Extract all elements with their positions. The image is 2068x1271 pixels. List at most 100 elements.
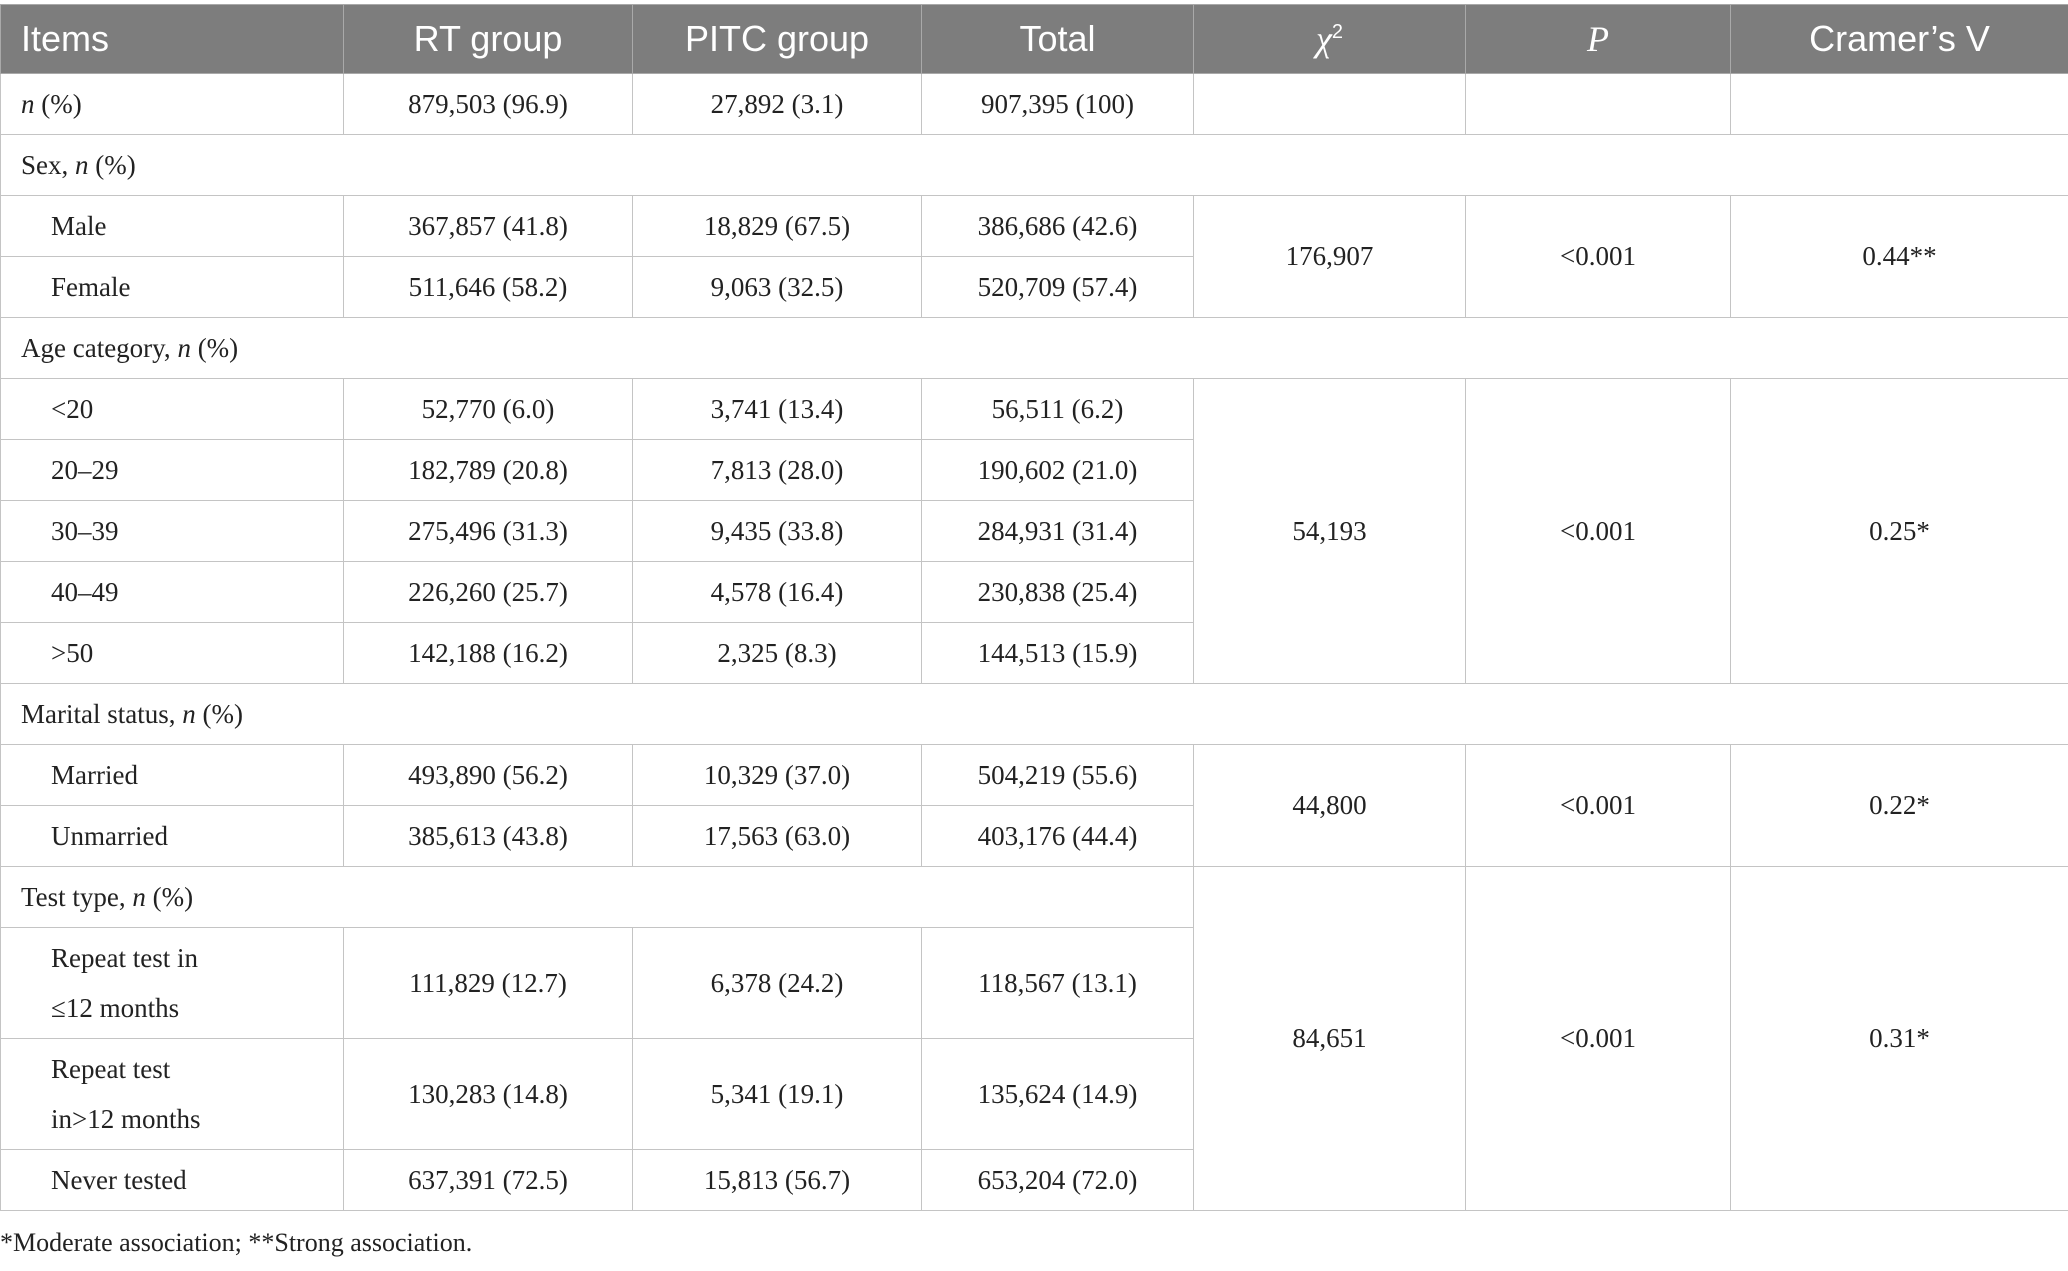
category-row-test: Test type, n (%) 84,651 <0.001 0.31* — [0, 866, 2068, 1211]
table-row: Repeat test in ≤12 months 111,829 (12.7) … — [0, 927, 2068, 1039]
cell-pitc: 3,741 (13.4) — [632, 378, 922, 440]
row-label: Male — [0, 195, 344, 257]
category-label: Age category, n (%) — [0, 317, 2068, 379]
row-label: <20 — [0, 378, 344, 440]
cell-v: 0.44** — [1730, 195, 2068, 318]
cell-pitc: 27,892 (3.1) — [632, 73, 922, 135]
n-italic: n — [75, 149, 89, 180]
table-header: Items RT group PITC group Total χ2 P Cra… — [0, 4, 2068, 74]
category-row-sex: Sex, n (%) — [0, 134, 2068, 196]
cell-pitc: 18,829 (67.5) — [632, 195, 922, 257]
cell-total: 230,838 (25.4) — [921, 561, 1194, 623]
row-label: 40–49 — [0, 561, 344, 623]
cell-p: <0.001 — [1465, 195, 1731, 318]
cell-total: 386,686 (42.6) — [921, 195, 1194, 257]
table-row: Unmarried 385,613 (43.8) 17,563 (63.0) 4… — [0, 805, 2068, 867]
cell-rt: 637,391 (72.5) — [343, 1149, 633, 1211]
category-title: Age category, — [21, 332, 178, 363]
cell-rt: 879,503 (96.9) — [343, 73, 633, 135]
chi-superscript: 2 — [1331, 21, 1343, 43]
cell-pitc: 17,563 (63.0) — [632, 805, 922, 867]
cell-total: 284,931 (31.4) — [921, 500, 1194, 562]
cell-chi2: 176,907 — [1193, 195, 1466, 318]
cell-pitc: 2,325 (8.3) — [632, 622, 922, 684]
header-items: Items — [0, 4, 344, 74]
cell-chi2: 84,651 — [1193, 866, 1466, 1211]
cell-rt: 367,857 (41.8) — [343, 195, 633, 257]
cell-total: 907,395 (100) — [921, 73, 1194, 135]
row-label: >50 — [0, 622, 344, 684]
cell-rt: 226,260 (25.7) — [343, 561, 633, 623]
row-label: Repeat test in>12 months — [0, 1038, 344, 1150]
header-row: Items RT group PITC group Total χ2 P Cra… — [0, 4, 2068, 74]
table-container: Items RT group PITC group Total χ2 P Cra… — [0, 4, 2068, 1211]
header-cramers-v: Cramer’s V — [1730, 4, 2068, 74]
cell-total: 190,602 (21.0) — [921, 439, 1194, 501]
cell-rt: 52,770 (6.0) — [343, 378, 633, 440]
cell-total: 56,511 (6.2) — [921, 378, 1194, 440]
cell-total: 504,219 (55.6) — [921, 744, 1194, 806]
cell-rt: 142,188 (16.2) — [343, 622, 633, 684]
cell-total: 653,204 (72.0) — [921, 1149, 1194, 1211]
cell-pitc: 6,378 (24.2) — [632, 927, 922, 1039]
cell-rt: 511,646 (58.2) — [343, 256, 633, 318]
n-italic: n — [132, 881, 146, 912]
category-title: Marital status, — [21, 698, 183, 729]
cell-p — [1465, 73, 1731, 135]
table-row: n (%) 879,503 (96.9) 27,892 (3.1) 907,39… — [0, 73, 2068, 135]
row-label-line2: in>12 months — [51, 1104, 201, 1134]
category-label: Test type, n (%) — [0, 866, 1194, 928]
p-symbol: P — [1587, 19, 1609, 59]
category-label: Sex, n (%) — [0, 134, 2068, 196]
cell-p: <0.001 — [1465, 866, 1731, 1211]
table-body: n (%) 879,503 (96.9) 27,892 (3.1) 907,39… — [0, 73, 2068, 1211]
cell-rt: 493,890 (56.2) — [343, 744, 633, 806]
category-suffix: (%) — [195, 698, 243, 729]
header-pitc-group: PITC group — [632, 4, 922, 74]
category-row-age: Age category, n (%) — [0, 317, 2068, 379]
cell-p: <0.001 — [1465, 378, 1731, 684]
table-row: 40–49 226,260 (25.7) 4,578 (16.4) 230,83… — [0, 561, 2068, 623]
header-p: P — [1465, 4, 1731, 74]
cell-pitc: 9,063 (32.5) — [632, 256, 922, 318]
cell-v: 0.25* — [1730, 378, 2068, 684]
cell-chi2: 54,193 — [1193, 378, 1466, 684]
category-suffix: (%) — [145, 881, 194, 912]
table-row: Never tested 637,391 (72.5) 15,813 (56.7… — [0, 1149, 2068, 1211]
header-chi-square: χ2 — [1193, 4, 1466, 74]
cell-pitc: 7,813 (28.0) — [632, 439, 922, 501]
category-title: Sex, — [21, 149, 75, 180]
cell-v: 0.31* — [1730, 866, 2068, 1211]
row-label: Married — [0, 744, 344, 806]
cell-p: <0.001 — [1465, 744, 1731, 867]
table-row: <20 52,770 (6.0) 3,741 (13.4) 56,511 (6.… — [0, 378, 2068, 684]
table-row: Male 367,857 (41.8) 18,829 (67.5) 386,68… — [0, 195, 2068, 318]
cell-total: 118,567 (13.1) — [921, 927, 1194, 1039]
category-label: Marital status, n (%) — [0, 683, 2068, 745]
row-label: Never tested — [0, 1149, 344, 1211]
cell-chi2 — [1193, 73, 1466, 135]
n-italic: n — [21, 88, 35, 119]
cell-pitc: 15,813 (56.7) — [632, 1149, 922, 1211]
category-row-marital: Marital status, n (%) — [0, 683, 2068, 745]
n-italic: n — [182, 698, 196, 729]
cell-pitc: 5,341 (19.1) — [632, 1038, 922, 1150]
cell-v: 0.22* — [1730, 744, 2068, 867]
cell-chi2: 44,800 — [1193, 744, 1466, 867]
table-row: Married 493,890 (56.2) 10,329 (37.0) 504… — [0, 744, 2068, 867]
table-row: 20–29 182,789 (20.8) 7,813 (28.0) 190,60… — [0, 439, 2068, 501]
row-label: Repeat test in ≤12 months — [0, 927, 344, 1039]
row-label: 20–29 — [0, 439, 344, 501]
cell-rt: 385,613 (43.8) — [343, 805, 633, 867]
row-label-line1: Repeat test — [51, 1054, 171, 1084]
cell-rt: 275,496 (31.3) — [343, 500, 633, 562]
cell-total: 520,709 (57.4) — [921, 256, 1194, 318]
header-rt-group: RT group — [343, 4, 633, 74]
row-label-line2: ≤12 months — [51, 993, 180, 1023]
row-label: 30–39 — [0, 500, 344, 562]
cell-pitc: 10,329 (37.0) — [632, 744, 922, 806]
chi-symbol: χ — [1316, 19, 1332, 59]
cell-total: 135,624 (14.9) — [921, 1038, 1194, 1150]
cell-total: 144,513 (15.9) — [921, 622, 1194, 684]
label-suffix: (%) — [34, 88, 82, 119]
